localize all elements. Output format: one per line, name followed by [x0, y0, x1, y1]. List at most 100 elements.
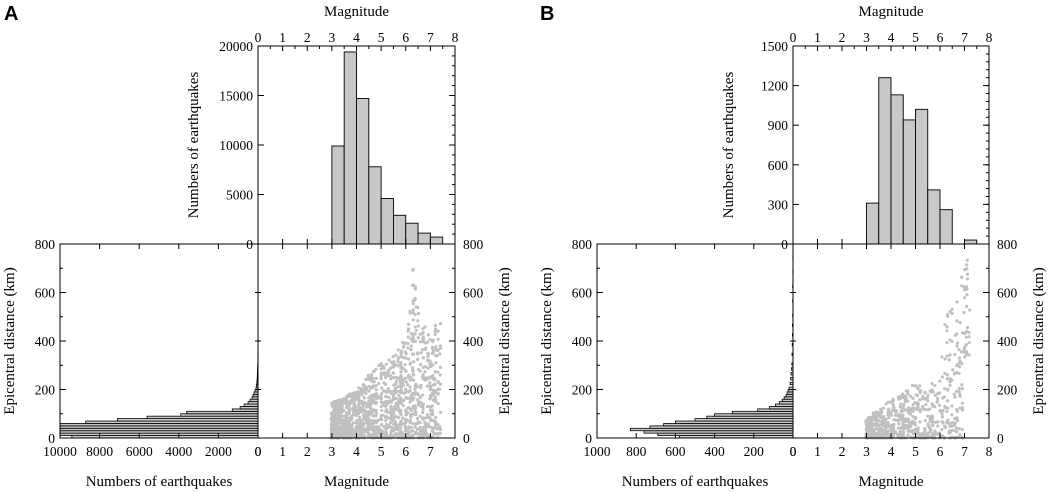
scatter-point [352, 396, 356, 401]
magnitude-bar [380, 198, 394, 245]
scatter-point [357, 429, 361, 433]
scatter-point [401, 433, 405, 437]
scatter-point [951, 421, 955, 425]
scatter-point [436, 329, 440, 333]
scatter-point [392, 405, 396, 409]
scatter-point [399, 391, 403, 395]
scatter-point [384, 362, 388, 366]
magnitude-tick-label: 6 [402, 444, 409, 459]
scatter-point [399, 349, 403, 353]
scatter-point [401, 340, 405, 344]
scatter-point [940, 415, 945, 419]
scatter-point [369, 394, 373, 398]
scatter-point [404, 380, 408, 384]
scatter-point [930, 423, 934, 427]
magnitude-bar [939, 209, 953, 245]
scatter-point [384, 415, 389, 419]
scatter-point [940, 412, 944, 416]
scatter-point [945, 325, 949, 329]
distance-tick-label: 0 [48, 431, 55, 446]
scatter-point [937, 403, 942, 408]
scatter-point [414, 422, 418, 426]
scatter-point [406, 329, 410, 333]
scatter-point [361, 423, 366, 427]
scatter-point [367, 384, 371, 389]
scatter-point [926, 408, 930, 412]
scatter-point [413, 383, 417, 388]
distance-tick-label: 400 [572, 334, 593, 349]
count-axis-title: Numbers of earthquakes [186, 72, 202, 219]
count-axis-title: Numbers of earthquakes [721, 72, 737, 219]
scatter-point [396, 415, 401, 420]
scatter-point [876, 431, 881, 435]
scatter-point [425, 384, 429, 388]
scatter-point [965, 263, 969, 267]
scatter-point [960, 383, 964, 387]
scatter-x-axis-title: Magnitude [859, 474, 924, 490]
scatter-point [916, 402, 920, 407]
scatter-point [916, 426, 920, 430]
scatter-point [372, 408, 376, 412]
scatter-point [879, 429, 884, 433]
scatter-point [957, 356, 961, 360]
count-tick-label: 0 [255, 444, 262, 459]
distance-axis-title: Epicentral distance (km) [2, 267, 18, 414]
scatter-point [436, 380, 440, 384]
scatter-point [904, 417, 908, 421]
scatter-point [396, 404, 400, 408]
scatter-point [898, 426, 903, 430]
scatter-point [337, 431, 341, 436]
scatter-point [347, 409, 351, 413]
scatter-point [352, 401, 356, 405]
scatter-point [345, 394, 349, 398]
scatter-point [369, 411, 374, 415]
magnitude-bar [405, 222, 419, 245]
panel-B: B0 1 2 3 4 5 6 7 8Magnitude030060090012001500Num… [539, 3, 1047, 490]
scatter-point [418, 395, 422, 399]
scatter-point [962, 311, 966, 315]
scatter-point [357, 386, 361, 390]
scatter-point [877, 433, 881, 438]
scatter-point [375, 411, 379, 415]
scatter-point [367, 400, 371, 404]
scatter-point [948, 380, 952, 384]
scatter-point [329, 411, 334, 415]
scatter-point [399, 385, 403, 389]
scatter-point [349, 392, 353, 396]
scatter-point [960, 406, 964, 410]
scatter-point [909, 430, 913, 434]
scatter-point [911, 406, 915, 411]
scatter-point [436, 392, 440, 396]
scatter-point [350, 428, 354, 432]
scatter-point [404, 396, 408, 400]
scatter-point [955, 363, 960, 367]
scatter-point [396, 359, 400, 364]
scatter-point [965, 293, 969, 297]
scatter-point [963, 355, 967, 359]
scatter-point [431, 363, 435, 367]
scatter-point [411, 283, 415, 288]
scatter-point [894, 409, 898, 413]
magnitude-tick-label: 1 [279, 30, 286, 45]
scatter-point [920, 434, 924, 438]
distance-tick-label: 600 [572, 286, 593, 301]
scatter-point [426, 424, 430, 429]
scatter-point [374, 384, 378, 388]
distance-tick-label: 800 [572, 237, 593, 252]
scatter-point [952, 392, 956, 396]
scatter-point [935, 399, 939, 403]
scatter-point [938, 379, 942, 383]
distance-tick-label: 0 [463, 431, 470, 446]
scatter-point [434, 422, 438, 427]
scatter-point [396, 357, 400, 361]
scatter-point [930, 434, 935, 438]
scatter-point [394, 382, 398, 386]
scatter-point [406, 346, 410, 350]
scatter-point [418, 425, 422, 429]
scatter-point [930, 388, 934, 392]
scatter-point [899, 402, 903, 406]
scatter-point [335, 414, 339, 418]
scatter-point [403, 376, 408, 380]
scatter-point [394, 391, 398, 395]
scatter-point [360, 402, 364, 406]
